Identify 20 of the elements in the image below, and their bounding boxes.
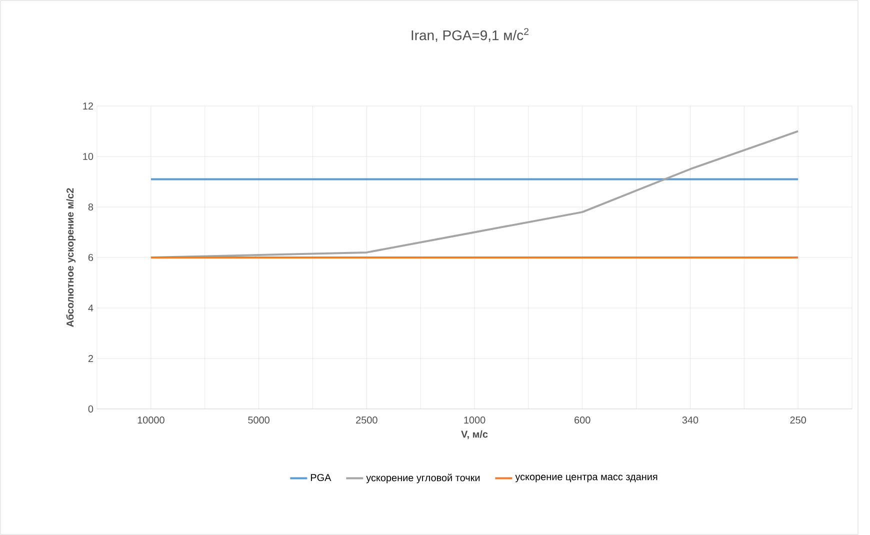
chart-title: Iran, PGA=9,1 м/с$^{2}$	[412, 28, 529, 42]
x-tick-label: 1000	[464, 416, 486, 424]
x-tick-label: 340	[682, 416, 698, 424]
y-tick-label: 10	[83, 152, 94, 160]
x-tick-label: 2500	[356, 416, 378, 424]
y-tick-label: 4	[88, 304, 94, 312]
y-tick-label: 6	[88, 254, 94, 262]
legend-label: PGA	[310, 474, 332, 482]
y-axis-title: Абсолютное ускорение м/с2	[66, 188, 76, 327]
legend-label: ускорение центра масс здания	[515, 474, 658, 482]
y-tick-label: 0	[88, 405, 94, 413]
x-tick-label: 10000	[138, 416, 164, 424]
x-axis-title: V, м/с	[461, 430, 488, 440]
legend-label: ускорение угловой точки	[366, 474, 480, 484]
y-tick-label: 8	[88, 203, 94, 211]
y-tick-label: 12	[83, 102, 93, 110]
x-tick-label: 250	[790, 416, 806, 424]
y-tick-label: 2	[88, 355, 93, 362]
x-tick-label: 5000	[248, 416, 270, 424]
x-tick-label: 600	[574, 416, 590, 424]
